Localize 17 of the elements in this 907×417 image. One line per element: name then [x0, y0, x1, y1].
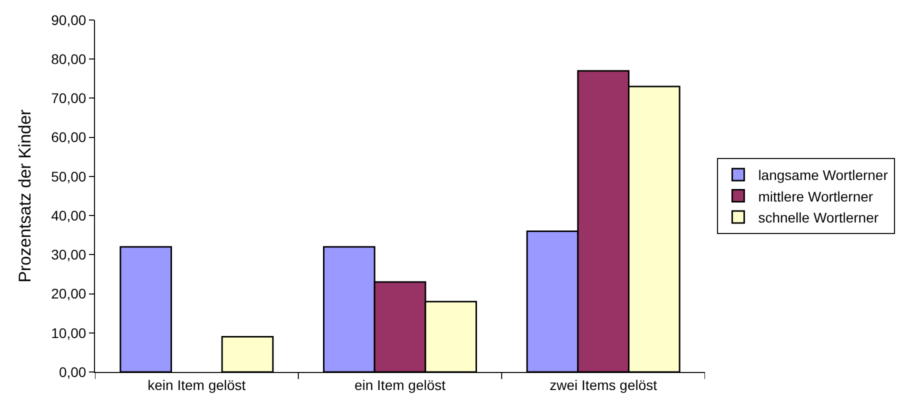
- y-tick-label: 50,00: [51, 168, 86, 184]
- y-tick-label: 20,00: [51, 286, 86, 302]
- x-tick-label: kein Item gelöst: [148, 376, 246, 393]
- y-axis-title: Prozentsatz der Kinder: [16, 109, 35, 282]
- legend-label: langsame Wortlerner: [758, 167, 888, 184]
- y-tick-label: 10,00: [51, 324, 86, 341]
- y-tick-label: 70,00: [51, 90, 86, 106]
- y-tick-label: 0,00: [58, 364, 86, 380]
- y-tick-label: 30,00: [51, 246, 86, 263]
- legend-label: schnelle Wortlerner: [758, 209, 879, 226]
- y-tick-label: 80,00: [51, 51, 86, 68]
- y-tick-label: 60,00: [51, 129, 86, 146]
- legend-label: mittlere Wortlerner: [758, 188, 874, 204]
- x-tick-label: ein Item gelöst: [354, 376, 446, 393]
- y-tick-label: 90,00: [51, 12, 86, 28]
- y-tick-label: 40,00: [51, 207, 86, 224]
- x-tick-label: zwei Items gelöst: [550, 376, 658, 393]
